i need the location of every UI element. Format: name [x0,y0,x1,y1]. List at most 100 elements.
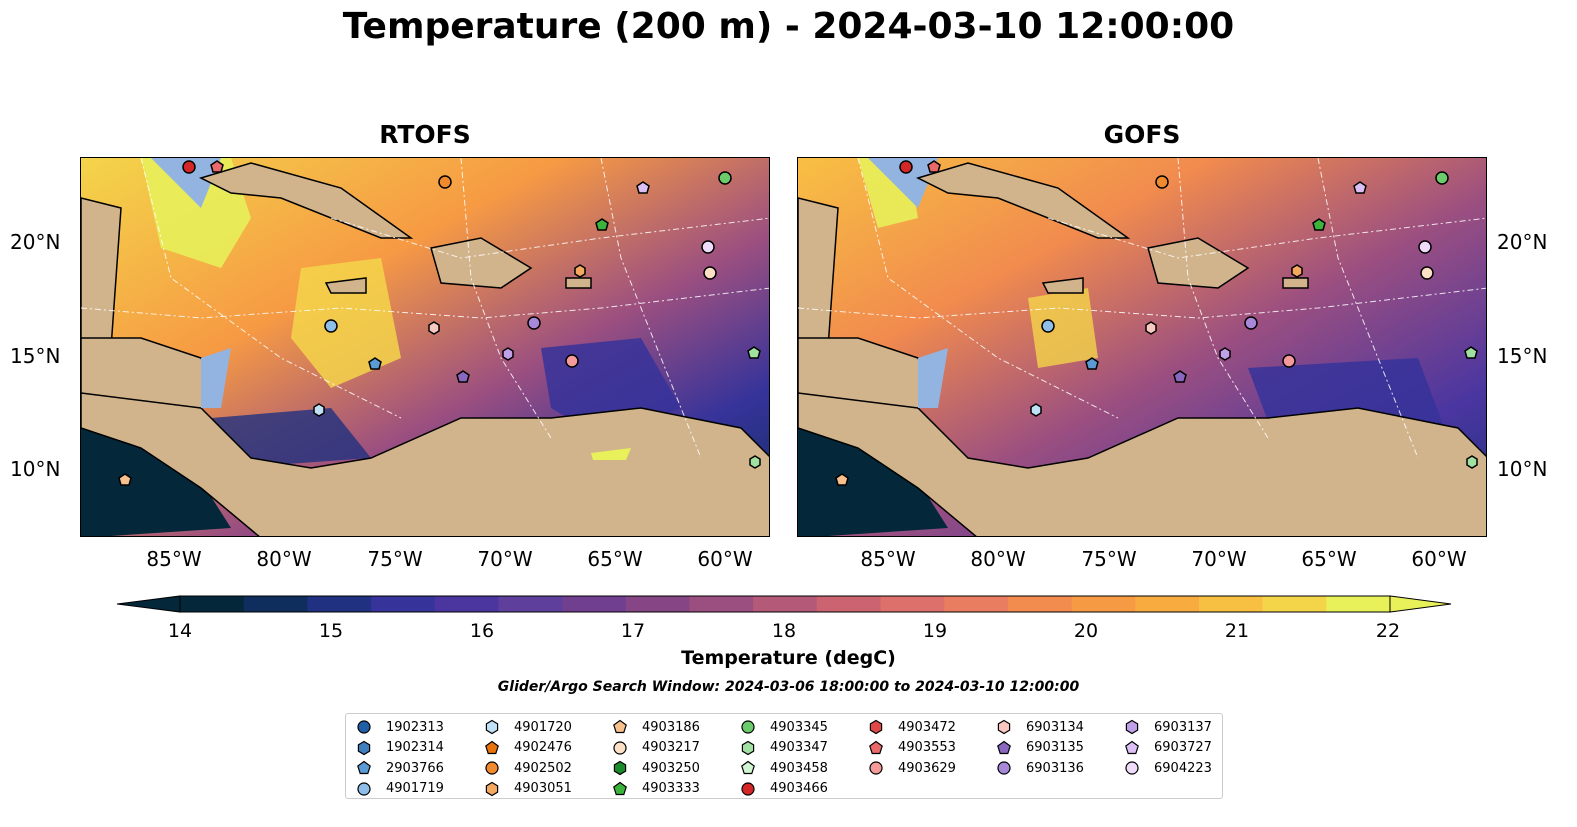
map-panel-rtofs [80,157,770,537]
colorbar-segment [1135,596,1200,612]
legend-entry: 4903629 [866,758,956,778]
colorbar-tick-label: 22 [1375,620,1401,642]
map-panel-gofs [797,157,1487,537]
legend-entry: 4903458 [738,758,828,778]
legend-entry-label: 1902314 [386,740,444,755]
colorbar-tick-label: 16 [469,620,495,642]
circle-marker-icon [357,720,371,734]
colorbar-tick-label: 18 [771,620,797,642]
legend-entry-label: 2903766 [386,760,444,776]
circle-marker-icon [741,720,755,734]
x-tick-label: 70°W [477,547,533,571]
y-tick-label: 15°N [10,344,61,368]
colorbar-segment [180,596,245,612]
x-tick-label: 75°W [367,547,423,571]
legend-entry-label: 4903466 [770,781,828,796]
south-america-landmass [81,387,769,536]
panel-title-gofs: GOFS [1103,120,1181,149]
pentagon-marker-icon [1125,740,1139,754]
legend-entry-label: 6903137 [1154,719,1212,735]
legend-entry: 4903466 [738,779,828,799]
pentagon-marker-icon [357,760,371,775]
legend-entry: 4902502 [482,758,572,778]
legend-entry-label: 4903472 [898,719,956,735]
legend-entry: 4903345 [738,717,828,737]
pentagon-marker-icon [613,719,627,734]
y-tick-label: 20°N [1497,230,1548,254]
colorbar-segment [1198,596,1264,612]
legend-entry: 4901719 [354,779,444,799]
x-tick-label: 65°W [1301,547,1357,571]
x-tick-label: 60°W [1411,547,1467,571]
colorbar-segment [816,596,882,612]
colorbar-segment [753,596,818,612]
legend-entry: 6903727 [1122,738,1212,758]
cuba-landmass [915,162,1131,239]
legend-entry: 4903217 [610,738,700,758]
colorbar-segment [562,596,627,612]
circle-marker-icon [1125,761,1139,775]
float-legend: 1902313 1902314 2903766 4901719 4901720 49024… [345,713,1223,799]
figure-title: Temperature (200 m) - 2024-03-10 12:00:0… [342,6,1235,47]
legend-entry-label: 4903051 [514,781,572,796]
colorbar [115,593,1455,621]
legend-entry: 6903137 [1122,717,1212,737]
south-america-landmass [798,387,1486,536]
x-tick-label: 60°W [697,547,753,571]
legend-entry: 1902314 [354,738,444,758]
y-tick-label: 20°N [10,230,61,254]
legend-entry-label: 6904223 [1154,760,1212,776]
circle-marker-icon [869,761,883,775]
pentagon-marker-icon [997,740,1011,754]
legend-entry: 1902313 [354,717,444,737]
colorbar-segment [689,596,754,612]
hexagon-marker-icon [869,719,883,735]
legend-entry: 2903766 [354,758,444,778]
colorbar-extend-max [1389,595,1452,613]
circle-marker-icon [741,781,755,796]
legend-entry-label: 6903727 [1154,740,1212,755]
colorbar-segment [1007,596,1073,612]
legend-entry-label: 4903458 [770,760,828,776]
colorbar-segment [371,596,436,612]
legend-entry-label: 4903217 [642,740,700,755]
legend-entry: 6903134 [994,717,1084,737]
colorbar-tick-label: 21 [1224,620,1250,642]
x-tick-label: 65°W [587,547,643,571]
legend-entry-label: 4901720 [514,719,572,735]
hexagon-marker-icon [1125,719,1139,735]
legend-entry-label: 4903250 [642,760,700,776]
hexagon-marker-icon [357,740,371,755]
pentagon-marker-icon [613,781,627,795]
colorbar-extend-min [116,595,181,613]
circle-marker-icon [357,781,371,796]
legend-entry-label: 4903186 [642,719,700,735]
pentagon-marker-icon [485,740,499,754]
y-tick-label: 10°N [10,457,61,481]
colorbar-tick-label: 19 [922,620,948,642]
hexagon-marker-icon [997,719,1011,735]
hispaniola-landmass [1147,237,1250,289]
colorbar-segment [1326,596,1391,612]
hexagon-marker-icon [741,740,755,755]
legend-entry: 4903472 [866,717,956,737]
x-tick-label: 80°W [256,547,312,571]
legend-entry-label: 1902313 [386,719,444,735]
colorbar-segment [243,596,308,612]
x-tick-label: 80°W [970,547,1026,571]
cuba-landmass [198,162,414,239]
colorbar-segment [1262,596,1327,612]
legend-entry-label: 6903134 [1026,719,1084,735]
colorbar-segment [434,596,499,612]
panel-title-rtofs: RTOFS [379,120,471,149]
legend-entry: 4903347 [738,738,828,758]
legend-entry: 4903186 [610,717,700,737]
legend-entry: 4903250 [610,758,700,778]
hexagon-marker-icon [485,781,499,796]
legend-entry: 4901720 [482,717,572,737]
circle-marker-icon [485,761,499,775]
pentagon-marker-icon [741,760,755,775]
circle-marker-icon [997,761,1011,775]
y-tick-label: 15°N [1497,344,1548,368]
legend-entry: 6904223 [1122,758,1212,778]
